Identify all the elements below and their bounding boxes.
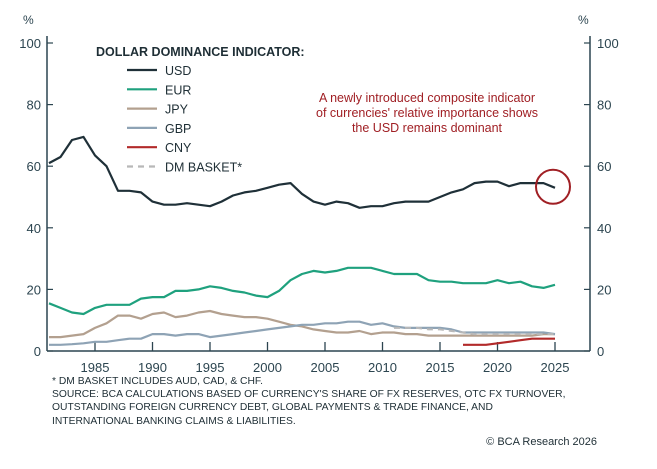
x-tick-label: 2020: [483, 360, 512, 375]
chart-notes: * DM BASKET INCLUDES AUD, CAD, & CHF. SO…: [52, 375, 565, 428]
y-tick-label-left: 60: [27, 159, 41, 174]
series-line-dm-basket: [394, 326, 555, 336]
y-tick-label-right: 100: [597, 36, 619, 51]
x-tick-label: 1990: [138, 360, 167, 375]
legend-label: GBP: [165, 122, 191, 136]
y-tick-label-right: 0: [597, 344, 604, 359]
x-tick-label: 2025: [541, 360, 570, 375]
series-line-jpy: [49, 309, 555, 339]
legend-label: CNY: [165, 141, 192, 155]
highlight-circle: [535, 168, 571, 205]
y-tick-label-right: 60: [597, 159, 611, 174]
y-tick-label-right: 40: [597, 221, 611, 236]
x-tick-label: 2000: [253, 360, 282, 375]
annotation-text: the USD remains dominant: [352, 121, 503, 135]
legend-label: USD: [165, 64, 191, 78]
chart-title: DOLLAR DOMINANCE INDICATOR:: [96, 45, 305, 59]
source-line-1: SOURCE: BCA CALCULATIONS BASED OF CURREN…: [52, 389, 566, 401]
x-tick-label: 2005: [311, 360, 340, 375]
series-line-usd: [48, 135, 556, 209]
right-axis-unit: %: [578, 13, 589, 27]
legend-label: EUR: [165, 83, 191, 97]
source-line-2: OUTSTANDING FOREIGN CURRENCY DEBT, GLOBA…: [52, 402, 493, 414]
x-tick-label: 1995: [196, 360, 225, 375]
y-tick-label-right: 80: [597, 98, 611, 113]
annotation-text: A newly introduced composite indicator: [319, 91, 535, 105]
series-line-eur: [48, 266, 556, 316]
y-tick-label-left: 0: [34, 344, 41, 359]
footnote: * DM BASKET INCLUDES AUD, CAD, & CHF.: [52, 376, 263, 387]
y-tick-label-left: 40: [27, 221, 41, 236]
x-tick-label: 2010: [368, 360, 397, 375]
annotation-text: of currencies' relative importance shows: [316, 106, 538, 120]
copyright-credit: © BCA Research 2026: [486, 436, 597, 448]
y-tick-label-right: 20: [597, 282, 611, 297]
series-line-gbp: [49, 320, 556, 346]
series-line-cny: [463, 337, 555, 346]
x-tick-label: 2015: [426, 360, 455, 375]
y-tick-label-left: 80: [27, 98, 41, 113]
source-line-3: INTERNATIONAL BANKING CLAIMS & LIABILITI…: [52, 415, 296, 427]
x-tick-label: 1985: [81, 360, 110, 375]
y-tick-label-left: 20: [27, 282, 41, 297]
left-axis-unit: %: [23, 13, 34, 27]
legend-label: DM BASKET*: [165, 161, 242, 175]
legend-label: JPY: [165, 103, 189, 117]
y-tick-label-left: 100: [19, 36, 41, 51]
